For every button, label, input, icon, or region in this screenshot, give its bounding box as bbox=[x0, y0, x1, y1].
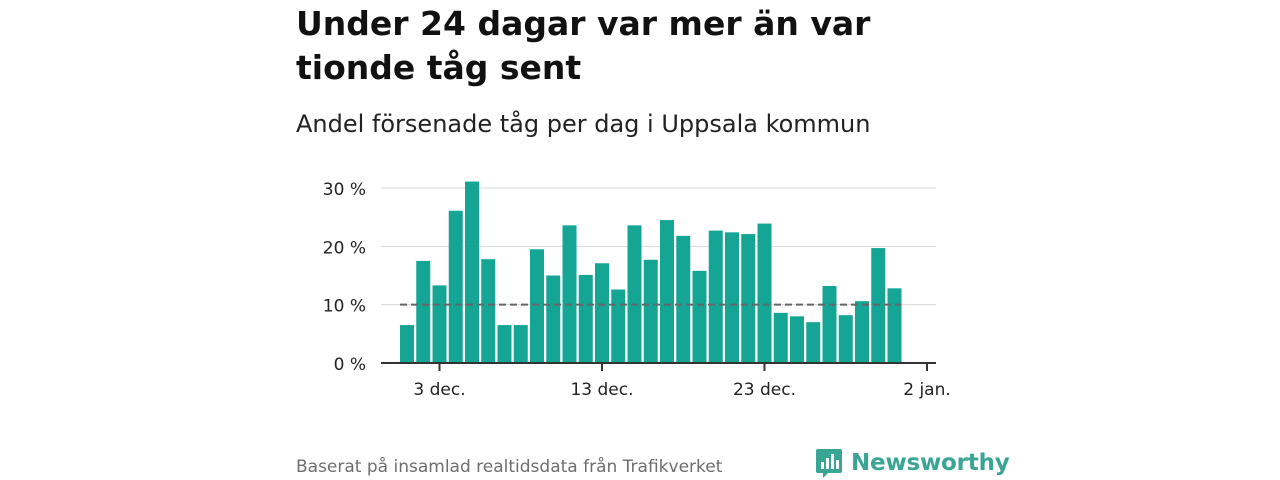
bar bbox=[481, 259, 496, 363]
bar bbox=[806, 322, 821, 363]
bar bbox=[838, 315, 853, 363]
chart-subtitle: Andel försenade tåg per dag i Uppsala ko… bbox=[296, 110, 871, 138]
bar bbox=[432, 285, 447, 363]
bar bbox=[530, 249, 544, 363]
bar bbox=[595, 263, 609, 363]
bar bbox=[676, 235, 691, 363]
brand: Newsworthy bbox=[815, 447, 1010, 479]
bar bbox=[822, 286, 837, 363]
x-tick-label: 13 dec. bbox=[570, 380, 633, 400]
bar bbox=[741, 234, 756, 363]
bar bbox=[725, 232, 739, 363]
bar bbox=[855, 301, 869, 363]
bar bbox=[465, 181, 479, 363]
bar bbox=[627, 225, 642, 363]
chart-title: Under 24 dagar var mer än var tionde tåg… bbox=[296, 4, 871, 87]
bar bbox=[546, 275, 561, 363]
newsworthy-logo-icon bbox=[816, 449, 842, 478]
bar bbox=[578, 274, 593, 363]
bar-chart: 0 % 10 % 20 % 30 % 3 dec. 13 dec. 23 dec. 2 jan… bbox=[323, 180, 951, 400]
bar bbox=[416, 260, 431, 363]
bar bbox=[773, 312, 788, 363]
x-tick-label: 23 dec. bbox=[733, 380, 796, 400]
y-tick-label: 30 % bbox=[323, 180, 366, 200]
bar bbox=[708, 230, 723, 363]
y-tick-label: 0 % bbox=[334, 355, 366, 375]
chart-card: Under 24 dagar var mer än var tionde tåg… bbox=[296, 0, 1010, 480]
x-tick-label: 3 dec. bbox=[413, 380, 465, 400]
bar bbox=[643, 259, 658, 363]
y-tick-label: 20 % bbox=[323, 238, 366, 258]
bar bbox=[887, 288, 902, 363]
bar bbox=[790, 316, 804, 363]
bar bbox=[660, 220, 674, 363]
bar bbox=[562, 225, 577, 363]
bar bbox=[400, 325, 414, 363]
bar bbox=[497, 325, 512, 363]
bar bbox=[513, 325, 528, 363]
y-tick-label: 10 % bbox=[323, 297, 366, 317]
bar bbox=[757, 223, 772, 363]
brand-name: Newsworthy bbox=[851, 450, 1010, 476]
bar bbox=[448, 210, 463, 363]
bar bbox=[611, 289, 626, 363]
bar bbox=[692, 270, 707, 363]
source-note: Baserat på insamlad realtidsdata från Tr… bbox=[296, 457, 723, 477]
x-tick-label: 2 jan. bbox=[903, 380, 951, 400]
